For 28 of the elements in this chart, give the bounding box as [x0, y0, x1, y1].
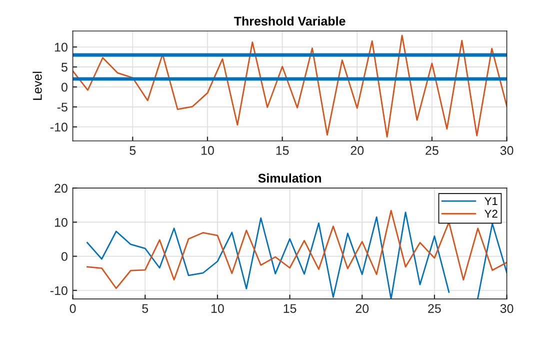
line-series: [72, 34, 507, 138]
x-tick-label: 25: [426, 146, 438, 155]
y-tick-label: 10: [54, 42, 68, 52]
x-tick-label: 5: [130, 146, 136, 155]
chart-title: Threshold Variable: [234, 16, 346, 26]
x-tick-label: 20: [356, 304, 369, 313]
x-tick-label: 30: [500, 304, 514, 313]
y-tick-label: 20: [54, 184, 68, 193]
x-tick-label: 5: [142, 304, 148, 313]
y-tick-label: 5: [61, 62, 68, 72]
y-tick-label: -10: [50, 122, 68, 132]
x-tick-label: 10: [201, 146, 214, 155]
y-tick-label: -5: [57, 102, 68, 112]
x-tick-label: 15: [276, 146, 289, 155]
y-tick-label: 10: [54, 218, 68, 227]
x-tick-label: 30: [500, 146, 514, 155]
chart-title: Simulation: [258, 173, 321, 183]
x-tick-label: 10: [211, 304, 224, 313]
y-tick-label: 0: [61, 252, 68, 261]
legend-label: Y2: [484, 210, 498, 218]
y-tick-label: -10: [50, 286, 68, 296]
x-tick-label: 25: [428, 304, 441, 313]
x-tick-label: 0: [70, 304, 76, 313]
x-tick-label: 20: [350, 146, 364, 155]
y-axis-title: Level: [32, 72, 42, 100]
x-tick-label: 15: [284, 304, 296, 313]
legend-label: Y1: [484, 197, 498, 205]
y-tick-label: 0: [61, 82, 68, 92]
